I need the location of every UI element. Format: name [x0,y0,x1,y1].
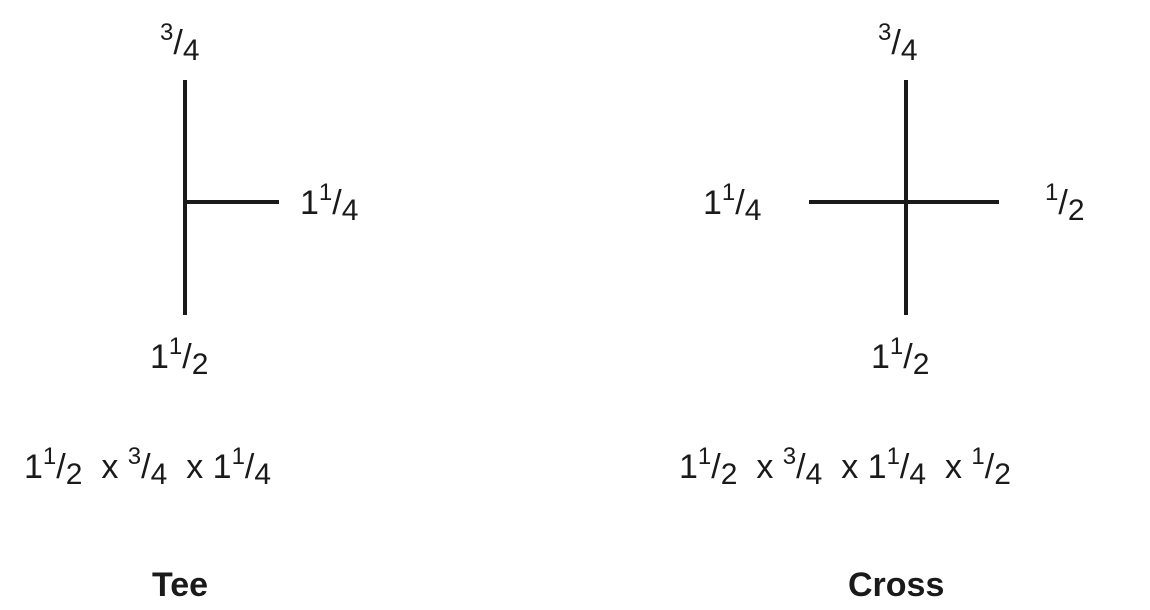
tee-branch-line [185,200,279,204]
tee-branch-label: 11/4 [300,179,359,227]
cross-left-label: 11/4 [703,179,762,227]
tee-caption: Tee [152,566,209,604]
cross-bottom-label: 11/2 [871,333,930,381]
cross-caption: Cross [848,566,945,604]
cross-panel: 3/4 11/4 1/2 11/2 11/2 x 3/4 x 11/4 x 1/… [575,0,1150,610]
cross-branch-line [809,200,999,204]
cross-run-line [904,80,908,315]
tee-top-label: 3/4 [160,19,200,67]
cross-right-label: 1/2 [1045,179,1085,227]
tee-size-spec: 11/2 x 3/4 x 11/4 [24,443,272,491]
cross-size-spec: 11/2 x 3/4 x 11/4 x 1/2 [679,443,1011,491]
tee-panel: 3/4 11/4 11/2 11/2 x 3/4 x 11/4 Tee [24,19,359,604]
tee-run-line [183,80,187,315]
tee-bottom-label: 11/2 [150,333,209,381]
cross-top-label: 3/4 [878,19,918,67]
